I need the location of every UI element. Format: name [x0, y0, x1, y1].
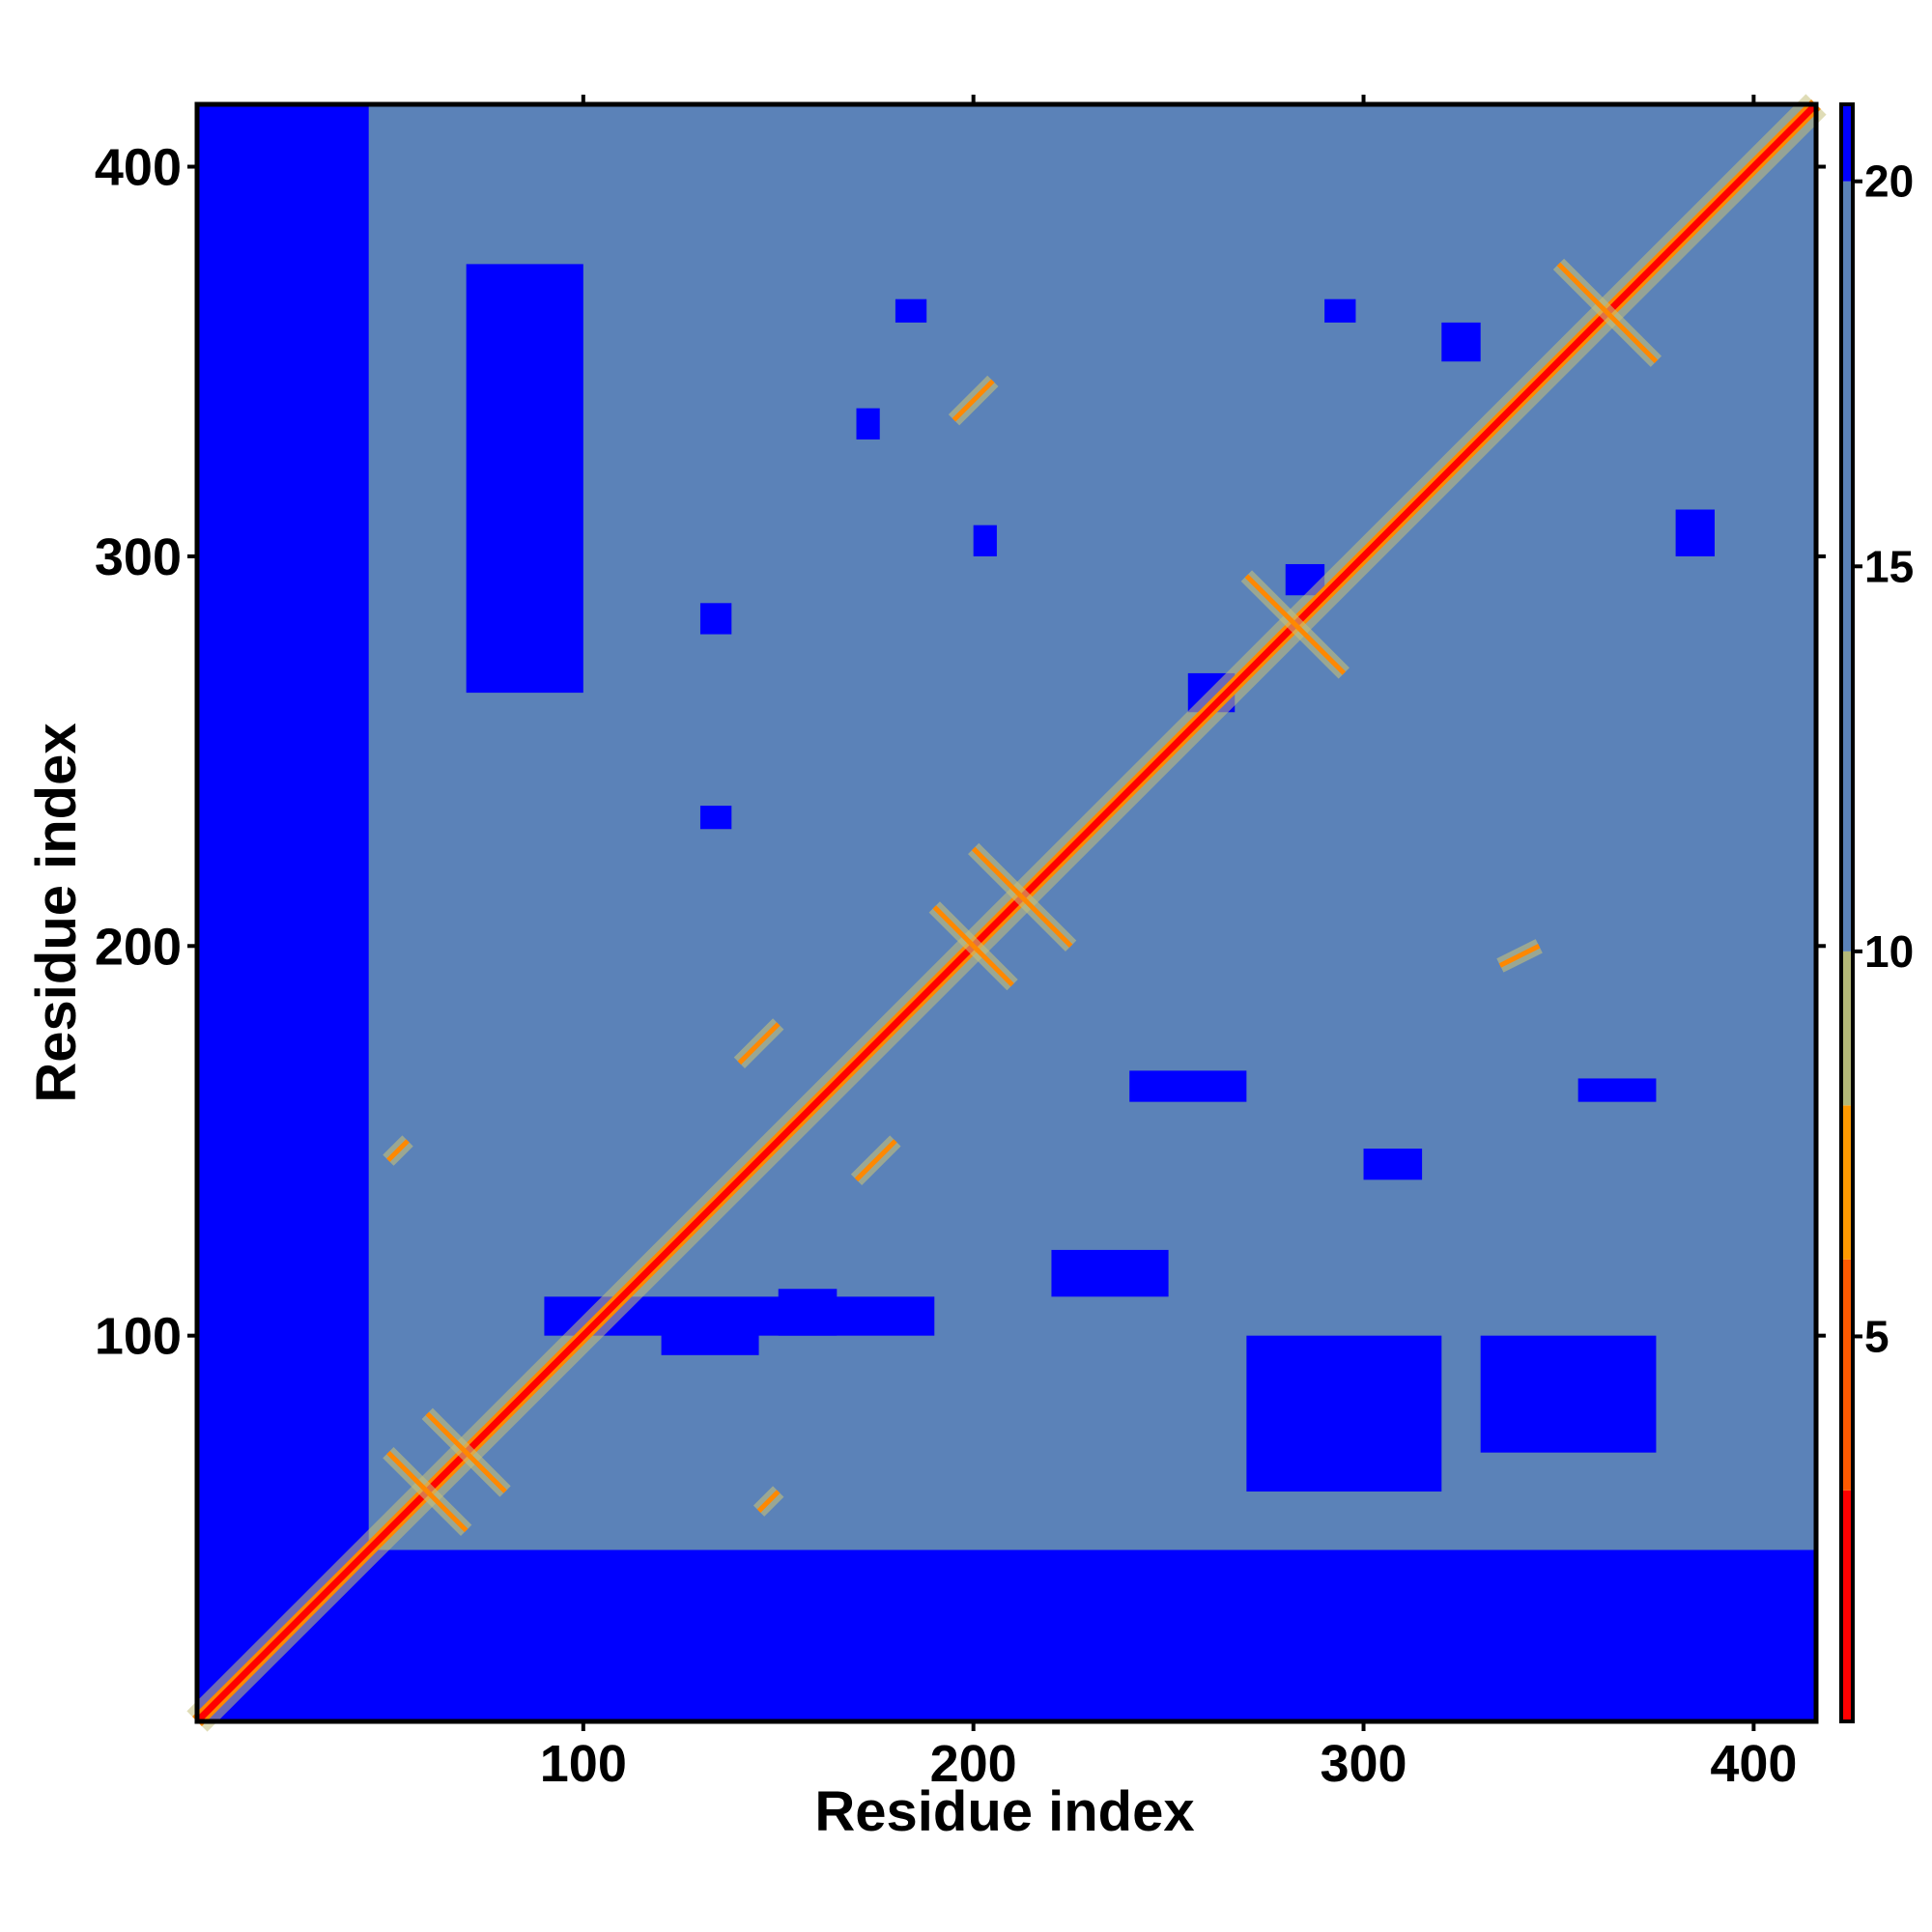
heatmap-far-patch	[1675, 509, 1715, 556]
x-tick-label: 300	[1320, 1735, 1406, 1793]
heatmap-far-patch	[1577, 1078, 1657, 1102]
heatmap-far-patch	[1480, 1335, 1657, 1453]
colorbar: 5 10 15 20	[1839, 102, 1914, 1723]
contact-line	[932, 905, 1014, 987]
contact-lines	[186, 94, 1827, 1732]
colorbar-tick-label: 20	[1864, 156, 1914, 207]
contact-line	[386, 1450, 469, 1533]
x-tick-label: 400	[1710, 1735, 1797, 1793]
colorbar-segment	[1841, 1490, 1853, 1721]
contact-line	[1244, 574, 1347, 675]
axes: 100 200 300 400 100 200 300 400	[95, 95, 1826, 1793]
y-tick-label: 300	[95, 528, 182, 586]
contact-line	[952, 379, 995, 422]
heatmap-far-patch	[699, 603, 732, 635]
colorbar-segment	[1841, 1259, 1853, 1491]
colorbar-segment	[1841, 181, 1853, 952]
contact-line	[737, 1022, 781, 1065]
contact-line	[854, 1139, 897, 1182]
contact-line	[425, 1411, 507, 1493]
heatmap-far-patch	[1246, 1335, 1442, 1492]
plot-frame	[194, 101, 1819, 1724]
y-tick-label: 200	[95, 918, 182, 976]
contact-line	[971, 846, 1073, 949]
heatmap-far-patch	[699, 806, 732, 830]
y-axis-title: Residue index	[25, 723, 88, 1102]
heatmap-far-patch	[778, 1289, 838, 1336]
x-axis-title: Residue index	[814, 1780, 1194, 1843]
contact-line	[386, 1139, 410, 1162]
colorbar-segment	[1841, 1105, 1853, 1260]
y-tick-label: 100	[95, 1308, 182, 1366]
colorbar-segment	[1841, 104, 1853, 182]
heatmap-far-patch	[1441, 322, 1481, 362]
heatmap-far-patch	[856, 408, 880, 440]
heatmap-far-patch	[1129, 1070, 1247, 1102]
colorbar-segment	[1841, 951, 1853, 1106]
heatmap-far-patch	[1324, 298, 1356, 323]
colorbar-tick-label: 15	[1864, 541, 1914, 591]
colorbar-frame	[1839, 102, 1855, 1723]
heatmap-far-patch	[1363, 1149, 1423, 1180]
heatmap-far-patch	[973, 525, 997, 556]
colorbar-tick-label: 10	[1864, 926, 1914, 977]
x-tick-label: 200	[930, 1735, 1017, 1793]
contact-line	[756, 1490, 781, 1513]
x-tick-label: 100	[540, 1735, 627, 1793]
contact-line	[1556, 262, 1659, 363]
y-tick-label: 400	[95, 139, 182, 197]
heatmap-far-patch	[1051, 1249, 1169, 1297]
heatmap-far-patch	[895, 298, 927, 323]
heatmap-far-patch	[661, 1316, 759, 1355]
contact-line	[1498, 944, 1541, 968]
colorbar-tick-label: 5	[1864, 1311, 1889, 1361]
heatmap-far-patch	[466, 264, 583, 694]
